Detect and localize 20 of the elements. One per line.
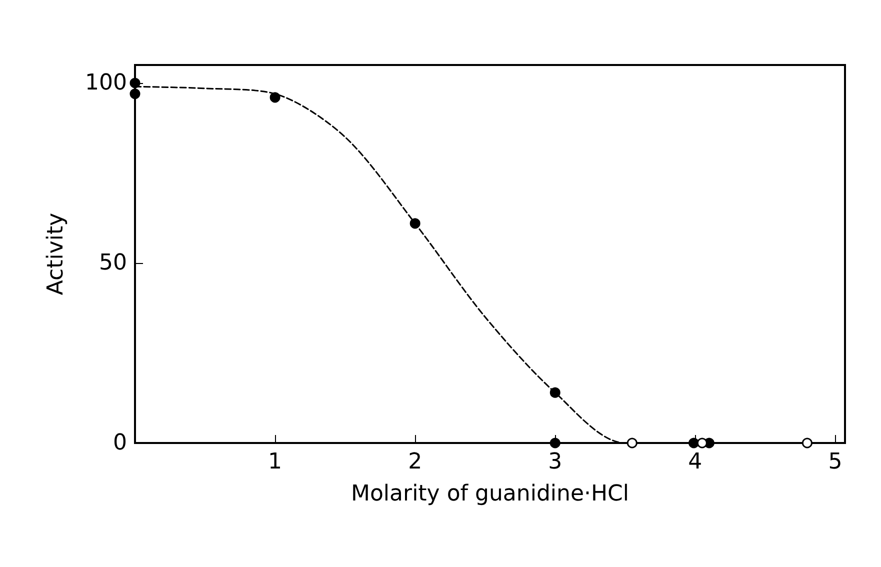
point bbox=[270, 92, 280, 103]
point bbox=[130, 78, 140, 88]
point bbox=[130, 88, 140, 100]
y-axis-title: Activity bbox=[44, 212, 68, 296]
y-tick-label: 100 bbox=[85, 70, 127, 96]
point bbox=[626, 438, 638, 448]
point bbox=[410, 218, 420, 229]
y-tick-label: 0 bbox=[113, 430, 127, 456]
x-tick-label: 3 bbox=[548, 450, 562, 474]
point bbox=[550, 387, 560, 398]
x-tick-label: 1 bbox=[268, 450, 282, 474]
x-axis-title: Molarity of guanidine·HCl bbox=[350, 482, 630, 506]
x-tick-label: 2 bbox=[408, 450, 422, 474]
point bbox=[696, 438, 708, 448]
point bbox=[802, 438, 812, 448]
point bbox=[688, 438, 700, 448]
point bbox=[550, 438, 560, 448]
y-tick-label: 50 bbox=[99, 250, 127, 276]
x-tick-label: 5 bbox=[828, 450, 842, 474]
x-tick-label: 4 bbox=[688, 450, 702, 474]
